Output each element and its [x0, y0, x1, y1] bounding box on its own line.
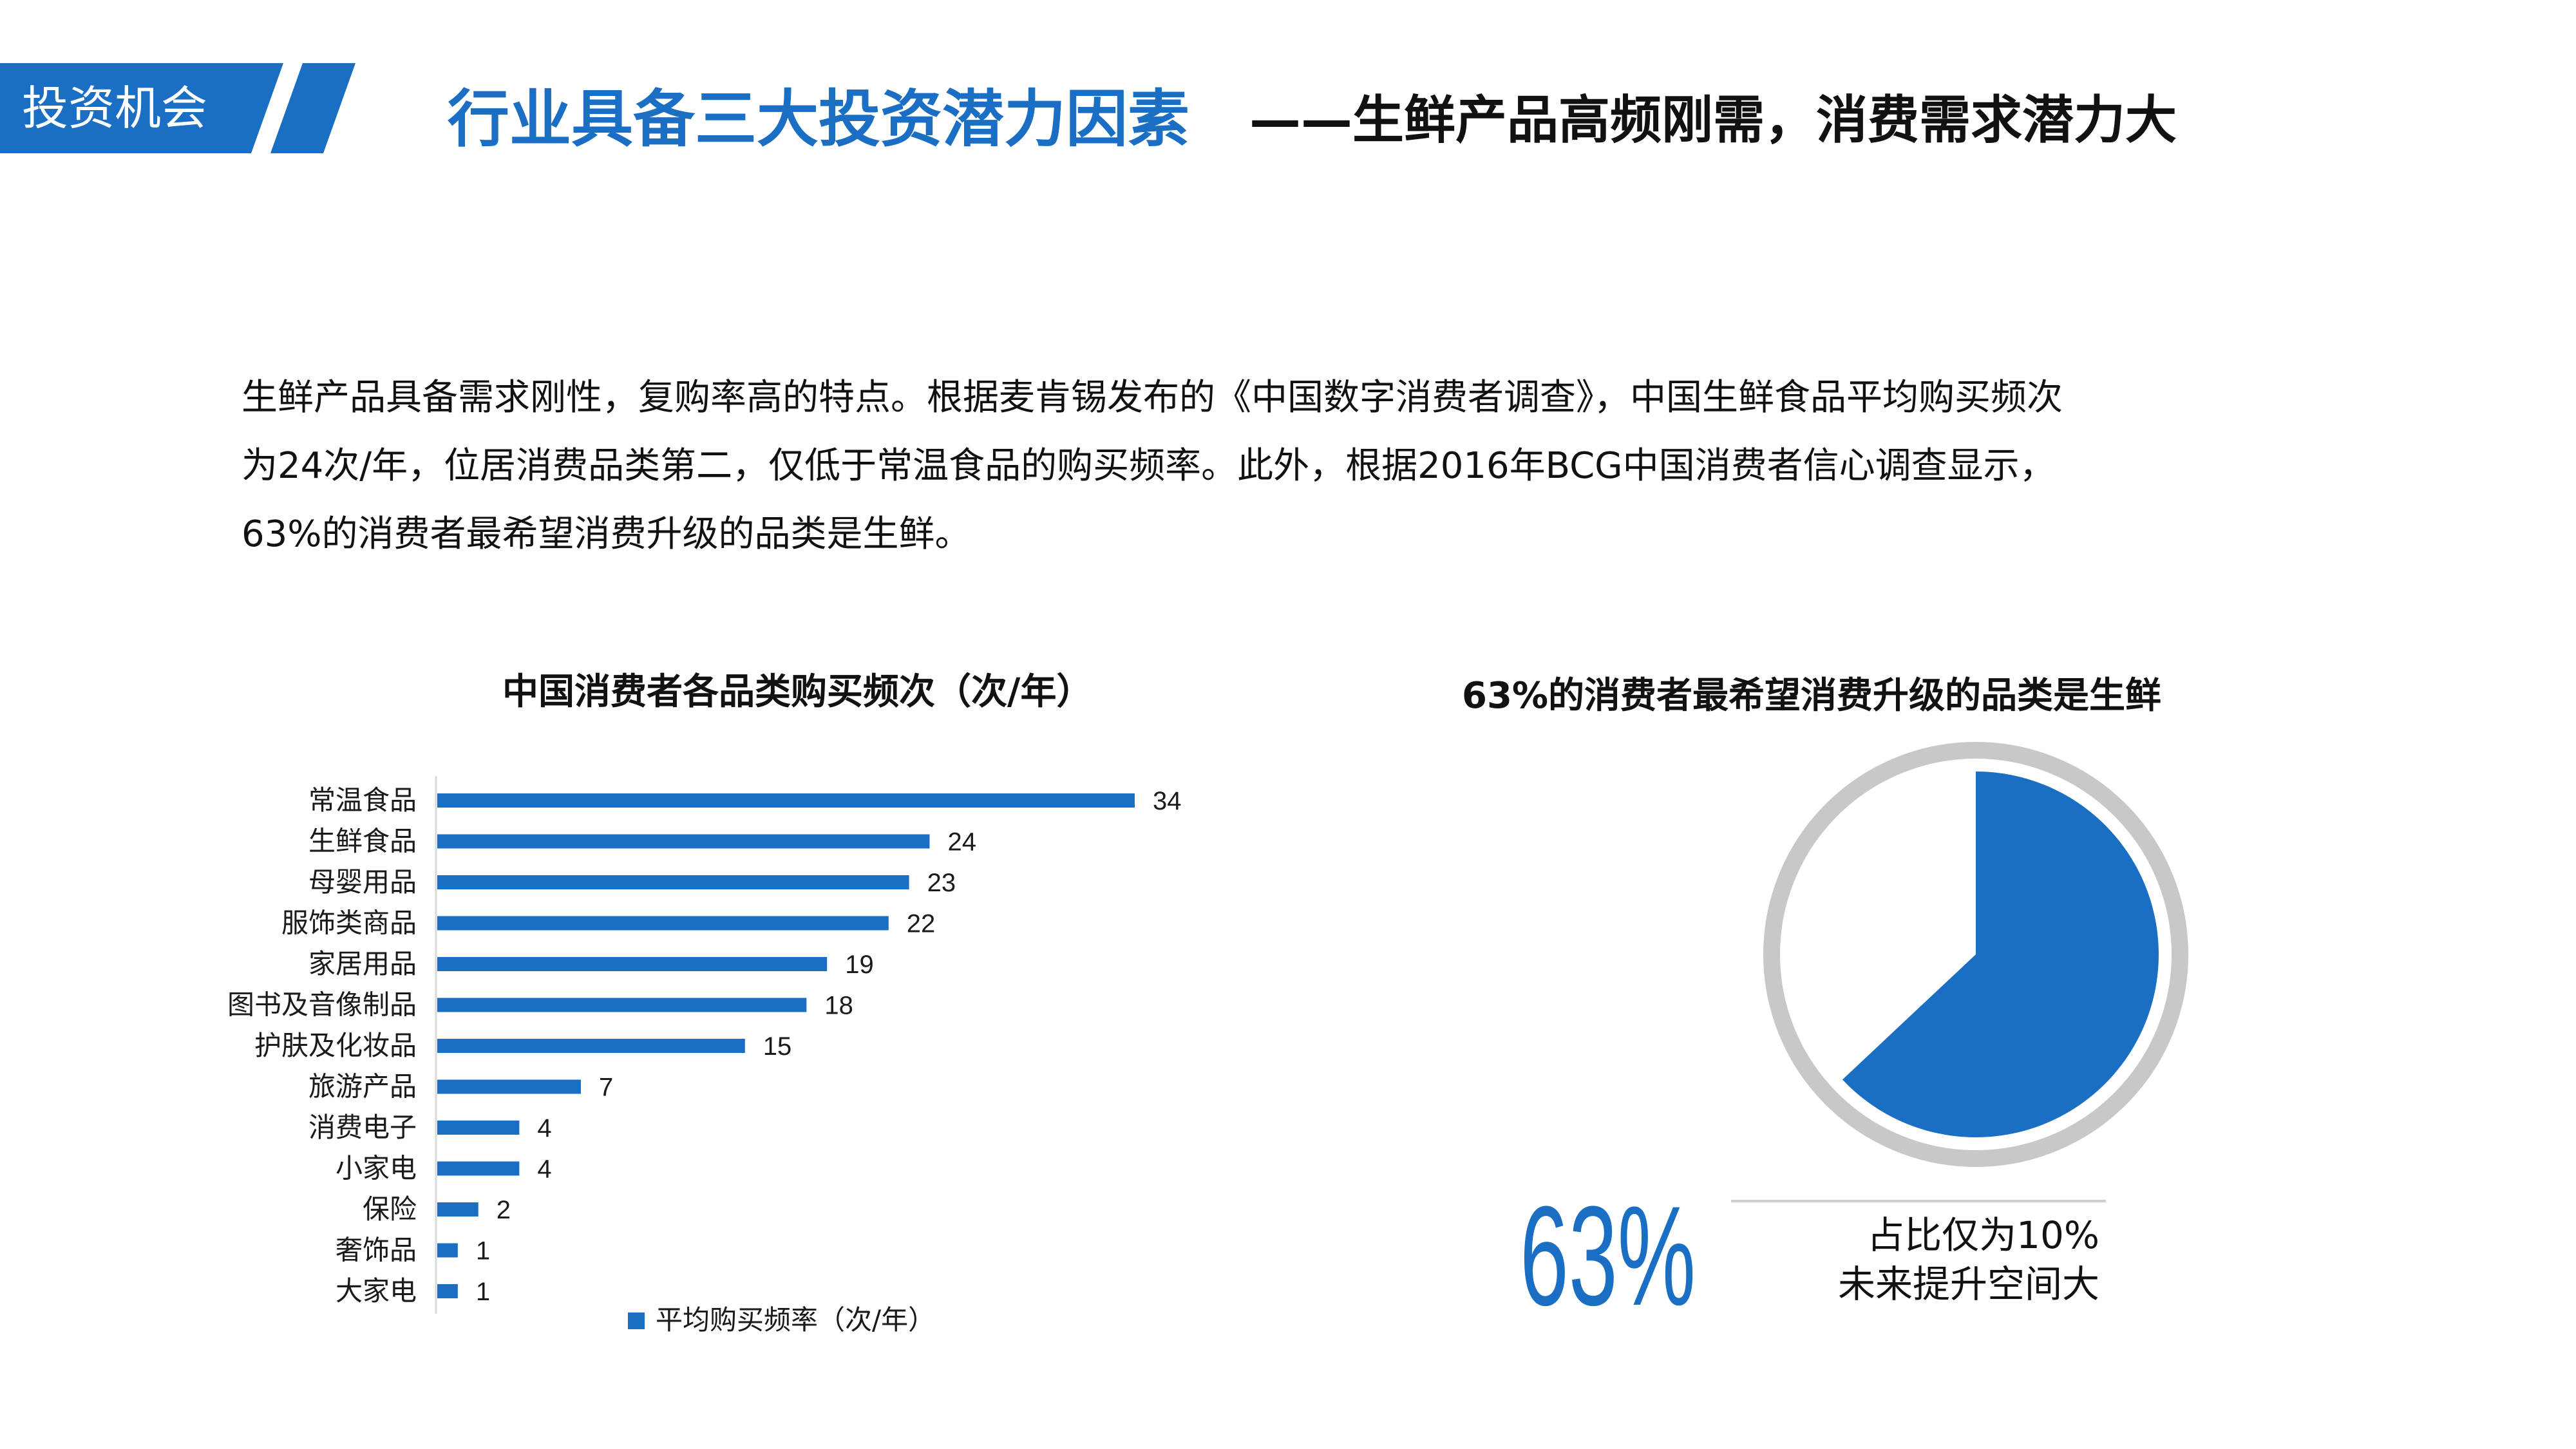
bar-value-label: 22: [907, 910, 936, 938]
bar-value-label: 15: [763, 1032, 792, 1061]
bar-category-label: 母婴用品: [308, 866, 417, 898]
bar: [437, 1039, 745, 1053]
bar-value-label: 1: [476, 1278, 490, 1306]
section-tag: 投资机会: [0, 63, 361, 153]
pie-slice-fresh: [1842, 772, 2159, 1137]
bar-value-label: 2: [497, 1196, 511, 1224]
bar: [437, 793, 1135, 808]
intro-paragraph: 生鲜产品具备需求刚性，复购率高的特点。根据麦肯锡发布的《中国数字消费者调查》，中…: [242, 364, 2212, 569]
bar: [437, 1161, 520, 1176]
bar-category-label: 护肤及化妆品: [254, 1030, 417, 1061]
pie-chart: [1763, 742, 2188, 1167]
bar: [437, 1284, 458, 1298]
bar: [437, 998, 807, 1012]
bar: [437, 957, 828, 971]
bar-value-label: 19: [845, 951, 874, 979]
bar-value-label: 34: [1153, 787, 1182, 815]
bar: [437, 1243, 458, 1258]
section-tag-label: 投资机会: [22, 81, 208, 135]
bar-value-label: 18: [824, 992, 853, 1020]
pie-annotation-line-1: 占比仅为10%: [1867, 1213, 2099, 1257]
bar-category-label: 奢饰品: [336, 1235, 417, 1266]
bar-category-label: 旅游产品: [308, 1071, 417, 1103]
bar-category-label: 服饰类商品: [281, 907, 417, 939]
bar: [437, 1121, 520, 1135]
bar-chart-title: 中国消费者各品类购买频次（次/年）: [502, 671, 1093, 713]
bar-category-label: 保险: [363, 1193, 417, 1225]
page-title: 行业具备三大投资潜力因素: [448, 83, 1189, 155]
intro-line-1: 生鲜产品具备需求刚性，复购率高的特点。根据麦肯锡发布的《中国数字消费者调查》，中…: [242, 377, 2063, 419]
bar: [437, 916, 889, 931]
bar: [437, 1202, 478, 1217]
bar-value-label: 7: [599, 1074, 613, 1102]
bar-value-label: 1: [476, 1237, 490, 1265]
page-subtitle: ——生鲜产品高频刚需，消费需求潜力大: [1249, 90, 2177, 150]
annotation-divider: [1731, 1200, 2106, 1202]
bar-category-label: 小家电: [336, 1153, 417, 1184]
bar: [437, 1079, 581, 1094]
bar-value-label: 23: [927, 869, 956, 897]
bar-category-label: 图书及音像制品: [227, 989, 417, 1021]
bar: [437, 875, 909, 889]
bar-category-label: 消费电子: [308, 1112, 417, 1143]
bar-category-label: 家居用品: [308, 948, 417, 980]
bar-category-label: 生鲜食品: [308, 826, 417, 857]
legend-swatch: [628, 1312, 645, 1329]
bar-value-label: 24: [947, 828, 976, 857]
intro-line-3: 63%的消费者最希望消费升级的品类是生鲜。: [242, 513, 971, 555]
pie-annotation-line-2: 未来提升空间大: [1837, 1262, 2099, 1306]
legend-label: 平均购买频率（次/年）: [656, 1304, 935, 1336]
bar-category-label: 大家电: [336, 1275, 417, 1307]
bar: [437, 834, 930, 849]
bar-value-label: 4: [537, 1155, 551, 1184]
pie-annotation: 占比仅为10% 未来提升空间大: [1739, 1211, 2099, 1309]
section-tag-shape: [0, 63, 355, 153]
pie-center-value: 63%: [1520, 1177, 1696, 1335]
bar-category-label: 常温食品: [308, 784, 417, 816]
pie-outer-ring: [1763, 742, 2188, 1167]
pie-chart-title: 63%的消费者最希望消费升级的品类是生鲜: [1462, 675, 2162, 717]
intro-line-2: 为24次/年，位居消费品类第二，仅低于常温食品的购买频率。此外，根据2016年B…: [242, 445, 2056, 487]
bar-value-label: 4: [537, 1114, 551, 1142]
